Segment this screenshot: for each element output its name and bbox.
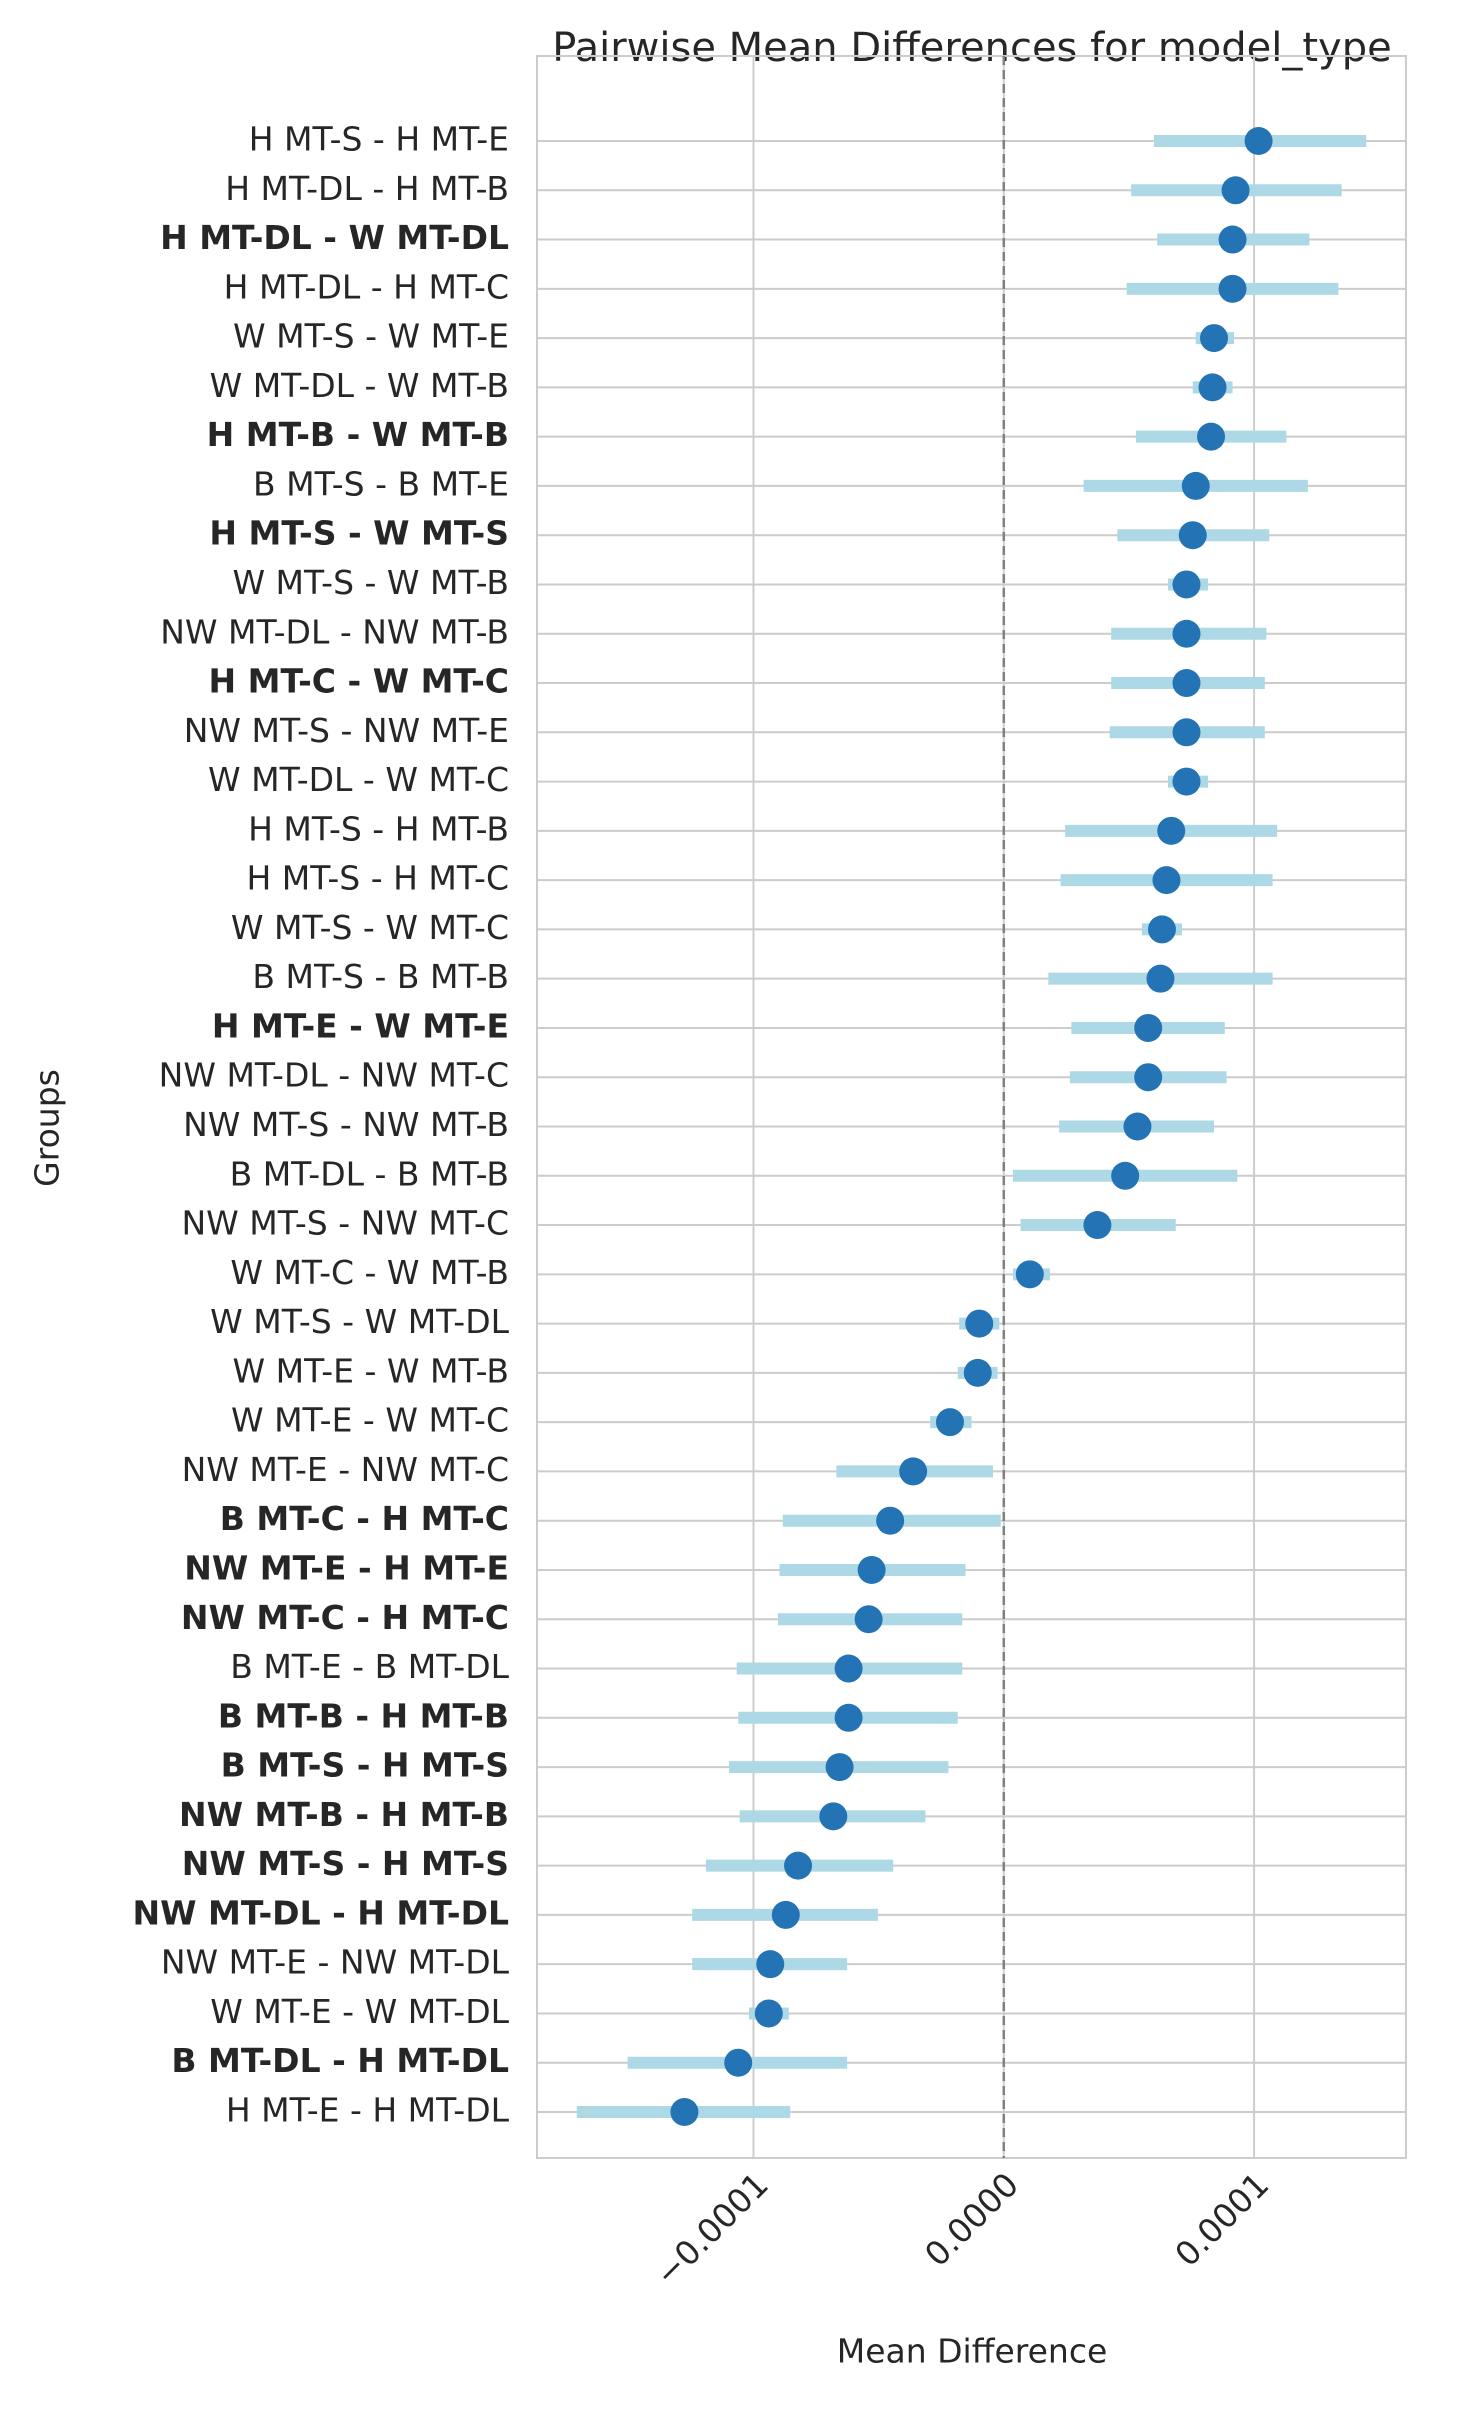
point bbox=[825, 1753, 854, 1782]
y-tick-label: NW MT-DL - NW MT-C bbox=[159, 1056, 509, 1095]
plot-frame bbox=[536, 55, 1407, 2159]
y-tick-label: H MT-S - H MT-E bbox=[249, 120, 509, 159]
point bbox=[1218, 225, 1247, 254]
point bbox=[1111, 1161, 1140, 1190]
y-tick-label: W MT-DL - W MT-B bbox=[210, 366, 509, 405]
point bbox=[1244, 127, 1273, 155]
y-tick-label: B MT-DL - B MT-B bbox=[230, 1154, 509, 1193]
y-tick-label: B MT-B - H MT-B bbox=[218, 1696, 509, 1735]
y-tick-label: B MT-S - H MT-S bbox=[221, 1746, 509, 1785]
point bbox=[1200, 324, 1229, 353]
y-tick-label: NW MT-S - H MT-S bbox=[182, 1844, 509, 1883]
point bbox=[1157, 816, 1186, 845]
point bbox=[1134, 1063, 1163, 1092]
point bbox=[1083, 1211, 1112, 1240]
point bbox=[724, 2048, 753, 2077]
y-tick-label: NW MT-E - NW MT-DL bbox=[161, 1943, 510, 1982]
y-tick-label: H MT-S - H MT-C bbox=[246, 859, 509, 898]
point bbox=[935, 1408, 964, 1437]
y-tick-label: W MT-DL - W MT-C bbox=[208, 760, 509, 799]
point bbox=[899, 1457, 928, 1486]
point bbox=[876, 1506, 905, 1535]
y-tick-label: W MT-E - W MT-B bbox=[233, 1351, 509, 1390]
y-tick-label: H MT-C - W MT-C bbox=[209, 662, 510, 701]
point bbox=[1147, 915, 1176, 944]
point bbox=[784, 1851, 813, 1880]
point bbox=[1015, 1260, 1044, 1289]
point bbox=[965, 1309, 994, 1338]
y-tick-label: B MT-C - H MT-C bbox=[220, 1499, 509, 1538]
point bbox=[1123, 1112, 1152, 1141]
y-axis-label: Groups bbox=[28, 1069, 67, 1187]
y-tick-label: H MT-DL - H MT-C bbox=[224, 267, 509, 306]
point bbox=[1146, 964, 1175, 993]
y-tick-label: B MT-S - B MT-E bbox=[253, 464, 509, 503]
y-tick-label: H MT-E - W MT-E bbox=[212, 1006, 509, 1045]
y-tick-label: W MT-E - W MT-C bbox=[231, 1401, 509, 1440]
point bbox=[1198, 373, 1227, 402]
point bbox=[1178, 521, 1207, 550]
point bbox=[834, 1654, 863, 1683]
y-tick-label: B MT-S - B MT-B bbox=[252, 957, 509, 996]
point bbox=[1181, 471, 1210, 500]
point bbox=[854, 1605, 883, 1634]
y-tick-label: W MT-S - W MT-B bbox=[232, 563, 509, 602]
point bbox=[1197, 422, 1226, 451]
point bbox=[1221, 176, 1250, 205]
y-tick-label: B MT-DL - H MT-DL bbox=[171, 2041, 509, 2080]
x-tick-label: 0.0001 bbox=[1167, 2165, 1276, 2274]
y-tick-label: H MT-S - H MT-B bbox=[248, 809, 509, 848]
point bbox=[1172, 570, 1201, 599]
y-tick-label: NW MT-DL - NW MT-B bbox=[160, 612, 509, 651]
x-tick-label: −0.0001 bbox=[647, 2165, 776, 2294]
point bbox=[834, 1703, 863, 1732]
point bbox=[1218, 274, 1247, 303]
y-tick-label: NW MT-B - H MT-B bbox=[179, 1795, 509, 1834]
x-tick-label: 0.0000 bbox=[917, 2165, 1026, 2274]
y-tick-label: NW MT-DL - H MT-DL bbox=[132, 1893, 509, 1932]
point bbox=[1172, 718, 1201, 747]
y-tick-label: NW MT-S - NW MT-B bbox=[183, 1105, 509, 1144]
point bbox=[963, 1358, 992, 1387]
y-tick-label: H MT-B - W MT-B bbox=[207, 415, 509, 454]
y-tick-label: W MT-E - W MT-DL bbox=[210, 1992, 509, 2031]
point bbox=[1172, 619, 1201, 648]
y-tick-label: NW MT-S - NW MT-E bbox=[184, 711, 509, 750]
y-tick-label: NW MT-E - H MT-E bbox=[184, 1548, 509, 1587]
y-tick-label: H MT-DL - W MT-DL bbox=[160, 218, 509, 257]
point bbox=[670, 2098, 699, 2126]
y-tick-label: H MT-E - H MT-DL bbox=[226, 2091, 510, 2130]
y-tick-label: W MT-S - W MT-C bbox=[231, 908, 509, 947]
point bbox=[1134, 1013, 1163, 1042]
y-tick-label: NW MT-C - H MT-C bbox=[181, 1598, 509, 1637]
y-tick-label: H MT-S - W MT-S bbox=[209, 514, 509, 553]
y-tick-label: NW MT-E - NW MT-C bbox=[182, 1450, 509, 1489]
y-tick-label: W MT-S - W MT-E bbox=[233, 317, 509, 356]
chart-title: Pairwise Mean Differences for model_type bbox=[552, 25, 1391, 71]
point bbox=[1172, 767, 1201, 796]
point bbox=[1172, 669, 1201, 698]
point bbox=[819, 1802, 848, 1831]
y-tick-label: W MT-S - W MT-DL bbox=[210, 1302, 510, 1341]
point bbox=[771, 1900, 800, 1929]
point bbox=[857, 1555, 886, 1584]
point bbox=[1152, 866, 1181, 895]
point bbox=[754, 1999, 783, 2028]
y-tick-label: W MT-C - W MT-B bbox=[230, 1253, 509, 1292]
y-tick-label: NW MT-S - NW MT-C bbox=[181, 1204, 509, 1243]
y-tick-label: H MT-DL - H MT-B bbox=[225, 169, 509, 208]
y-tick-label: B MT-E - B MT-DL bbox=[230, 1647, 509, 1686]
x-axis-label: Mean Difference bbox=[837, 2332, 1108, 2371]
point bbox=[756, 1950, 785, 1979]
